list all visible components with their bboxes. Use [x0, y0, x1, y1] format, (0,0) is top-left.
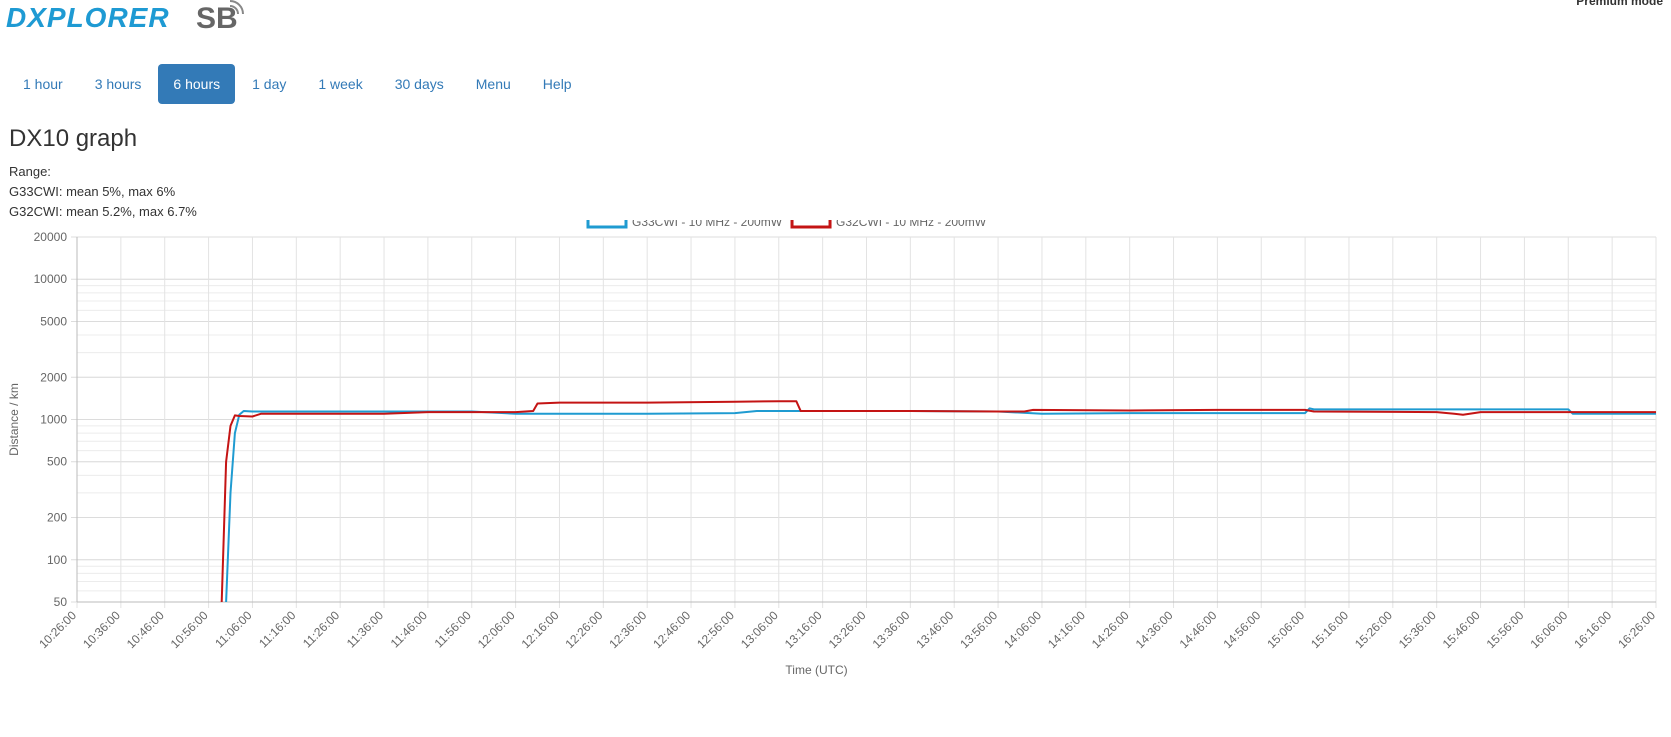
- series-line-0: [225, 407, 1656, 603]
- legend-label-0[interactable]: G33CWI - 10 MHz - 200mW: [632, 215, 783, 229]
- nav-30-days[interactable]: 30 days: [394, 76, 444, 92]
- nav-1-day[interactable]: 1 day: [252, 76, 287, 92]
- x-tick-label: 16:16:00: [1571, 608, 1614, 651]
- x-tick-label: 11:16:00: [256, 608, 299, 651]
- x-tick-label: 11:56:00: [432, 608, 475, 651]
- legend-swatch-0: [586, 214, 628, 229]
- x-tick-label: 12:56:00: [694, 608, 737, 651]
- x-axis-ticks: 10:26:00 10:36:00 10:46:00 10:56:00 11:06:00…: [36, 608, 1658, 651]
- premium-mode-label: Premium mode: [1576, 0, 1663, 8]
- y-tick-label: 50: [54, 595, 68, 609]
- range-stats: Range: G33CWI: mean 5%, max 6% G32CWI: m…: [9, 162, 197, 222]
- x-tick-label: 15:56:00: [1484, 608, 1527, 651]
- x-tick-label: 11:36:00: [344, 608, 387, 651]
- x-tick-label: 16:26:00: [1615, 608, 1658, 651]
- x-tick-label: 14:16:00: [1045, 608, 1088, 651]
- x-tick-label: 10:46:00: [124, 608, 167, 651]
- nav-1-hour[interactable]: 1 hour: [23, 76, 63, 92]
- y-tick-label: 100: [47, 553, 67, 567]
- x-tick-label: 13:26:00: [826, 608, 869, 651]
- logo-badge: SB: [196, 2, 238, 34]
- x-tick-label: 13:56:00: [957, 608, 1000, 651]
- x-tick-label: 15:16:00: [1308, 608, 1351, 651]
- x-tick-label: 16:06:00: [1527, 608, 1570, 651]
- x-tick-label: 10:56:00: [168, 608, 211, 651]
- nav-menu[interactable]: Menu: [475, 76, 511, 92]
- chart-container: G33CWI - 10 MHz - 200mW G32CWI - 10 MHz -…: [0, 214, 1671, 737]
- x-tick-label: 12:16:00: [519, 608, 562, 651]
- y-tick-label: 5000: [40, 314, 67, 328]
- nav-1-week[interactable]: 1 week: [318, 76, 363, 92]
- x-tick-label: 12:26:00: [563, 608, 606, 651]
- nav-help[interactable]: Help: [542, 76, 572, 92]
- chart-legend: G33CWI - 10 MHz - 200mW G32CWI - 10 MHz -…: [586, 214, 987, 229]
- chart-grid: [71, 236, 1657, 608]
- x-tick-label: 13:46:00: [913, 608, 956, 651]
- x-tick-label: 15:36:00: [1396, 608, 1439, 651]
- legend-swatch-1: [790, 214, 832, 229]
- y-tick-label: 500: [47, 455, 67, 469]
- time-range-nav: 1 hour 3 hours 6 hours 1 day 1 week 30 d…: [8, 64, 589, 104]
- x-tick-label: 14:36:00: [1133, 608, 1176, 651]
- page-title: DX10 graph: [9, 125, 138, 152]
- x-tick-label: 14:06:00: [1001, 608, 1044, 651]
- y-tick-label: 20000: [34, 230, 68, 244]
- dxplorer-logo: DXPLORER SB: [6, 0, 244, 34]
- logo-text: DXPLORER: [6, 2, 170, 33]
- series-line-1: [220, 400, 1656, 603]
- x-tick-label: 13:16:00: [782, 608, 825, 651]
- x-tick-label: 13:36:00: [870, 608, 913, 651]
- chart-series-lines: [220, 400, 1656, 603]
- x-tick-label: 14:26:00: [1089, 608, 1132, 651]
- x-tick-label: 12:06:00: [475, 608, 518, 651]
- x-tick-label: 11:26:00: [300, 608, 343, 651]
- y-tick-label: 1000: [40, 413, 67, 427]
- y-tick-label: 10000: [34, 272, 68, 286]
- x-tick-label: 12:36:00: [606, 608, 649, 651]
- range-label: Range:: [9, 164, 51, 179]
- legend-label-1[interactable]: G32CWI - 10 MHz - 200mW: [836, 215, 987, 229]
- x-tick-label: 11:06:00: [212, 608, 255, 651]
- x-tick-label: 15:06:00: [1264, 608, 1307, 651]
- x-tick-label: 12:46:00: [650, 608, 693, 651]
- x-tick-label: 10:26:00: [36, 608, 79, 651]
- x-tick-label: 13:06:00: [738, 608, 781, 651]
- y-tick-label: 2000: [40, 370, 67, 384]
- x-tick-label: 14:56:00: [1220, 608, 1263, 651]
- x-tick-label: 15:46:00: [1440, 608, 1483, 651]
- stat-g32cwi: G32CWI: mean 5.2%, max 6.7%: [9, 204, 197, 219]
- x-tick-label: 15:26:00: [1352, 608, 1395, 651]
- y-axis-ticks: 50 100 200 500 1000 2000 5000 10000 20000: [34, 230, 68, 609]
- nav-3-hours[interactable]: 3 hours: [94, 76, 142, 92]
- y-tick-label: 200: [47, 511, 67, 525]
- x-tick-label: 11:46:00: [388, 608, 431, 651]
- x-tick-label: 10:36:00: [80, 608, 123, 651]
- x-tick-label: 14:46:00: [1177, 608, 1220, 651]
- nav-6-hours[interactable]: 6 hours: [158, 64, 236, 104]
- distance-chart: G33CWI - 10 MHz - 200mW G32CWI - 10 MHz -…: [7, 214, 1658, 677]
- y-axis-label: Distance / km: [7, 383, 21, 456]
- stat-g33cwi: G33CWI: mean 5%, max 6%: [9, 184, 176, 199]
- x-axis-label: Time (UTC): [785, 663, 847, 677]
